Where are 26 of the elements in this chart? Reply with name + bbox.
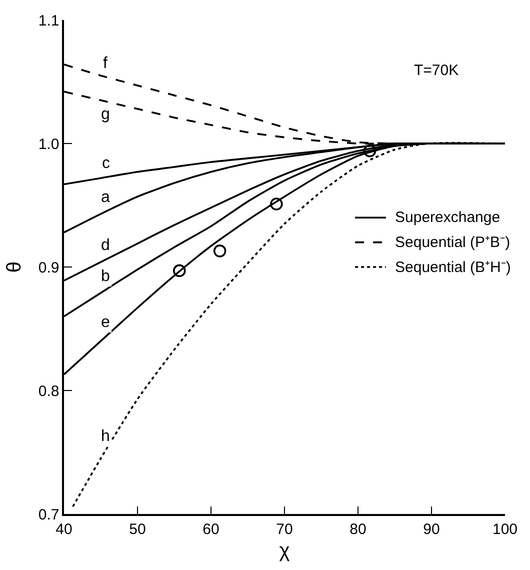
- annotation: Sequential (P⁺B⁻): [395, 234, 510, 251]
- series-label: e: [101, 314, 110, 331]
- series-label: f: [103, 55, 108, 72]
- series-label: g: [101, 106, 110, 123]
- x-tick-label: 40: [56, 520, 72, 538]
- series-label: c: [102, 155, 110, 172]
- x-axis-title: χ: [279, 540, 290, 562]
- annotation: Sequential (B⁺H⁻): [395, 259, 511, 276]
- annotation: T=70K: [414, 62, 459, 79]
- x-tick-label: 80: [350, 520, 366, 538]
- y-tick-label: 0.8: [38, 382, 60, 400]
- y-axis-title: θ: [3, 261, 26, 273]
- series-label: d: [101, 237, 110, 254]
- y-tick-label: 0.7: [38, 506, 60, 524]
- x-tick-label: 90: [423, 520, 440, 538]
- x-tick-label: 100: [492, 520, 518, 538]
- y-tick-label: 1.1: [38, 12, 60, 30]
- x-tick-label: 70: [276, 520, 293, 538]
- y-tick-label: 1.0: [38, 136, 60, 153]
- series-label: h: [101, 428, 110, 445]
- series-label: a: [101, 189, 110, 206]
- x-tick-label: 60: [202, 520, 220, 538]
- series-label: b: [101, 268, 110, 285]
- annotation: Superexchange: [395, 209, 500, 226]
- x-tick-label: 50: [129, 520, 146, 538]
- y-tick-label: 0.9: [38, 259, 60, 276]
